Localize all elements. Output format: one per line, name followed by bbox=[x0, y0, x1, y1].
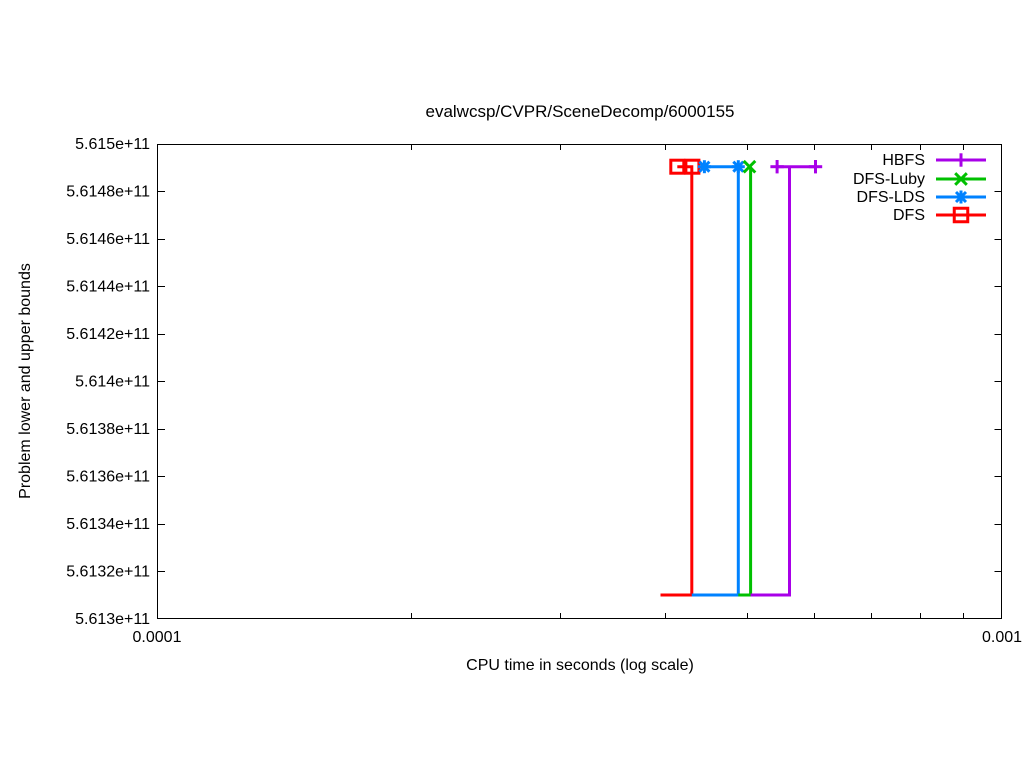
svg-text:5.614e+11: 5.614e+11 bbox=[75, 374, 150, 391]
svg-text:5.6136e+11: 5.6136e+11 bbox=[66, 469, 150, 486]
svg-text:5.6144e+11: 5.6144e+11 bbox=[66, 279, 150, 296]
svg-text:CPU time in seconds (log scale: CPU time in seconds (log scale) bbox=[466, 657, 694, 674]
svg-text:0.001: 0.001 bbox=[982, 629, 1022, 646]
svg-text:5.6148e+11: 5.6148e+11 bbox=[66, 184, 150, 201]
svg-text:DFS-Luby: DFS-Luby bbox=[853, 171, 925, 188]
svg-text:DFS-LDS: DFS-LDS bbox=[857, 189, 925, 206]
svg-text:5.6142e+11: 5.6142e+11 bbox=[66, 326, 150, 343]
svg-text:5.6138e+11: 5.6138e+11 bbox=[66, 421, 150, 438]
svg-text:Problem lower and upper bounds: Problem lower and upper bounds bbox=[17, 263, 34, 499]
svg-text:5.6134e+11: 5.6134e+11 bbox=[66, 516, 150, 533]
svg-text:DFS: DFS bbox=[893, 207, 925, 224]
svg-text:5.6132e+11: 5.6132e+11 bbox=[66, 564, 150, 581]
svg-text:0.0001: 0.0001 bbox=[133, 629, 182, 646]
svg-text:5.615e+11: 5.615e+11 bbox=[75, 136, 150, 153]
svg-text:HBFS: HBFS bbox=[882, 152, 925, 169]
svg-text:evalwcsp/CVPR/SceneDecomp/6000: evalwcsp/CVPR/SceneDecomp/6000155 bbox=[425, 102, 734, 121]
svg-text:5.6146e+11: 5.6146e+11 bbox=[66, 231, 150, 248]
svg-text:5.613e+11: 5.613e+11 bbox=[75, 611, 150, 628]
